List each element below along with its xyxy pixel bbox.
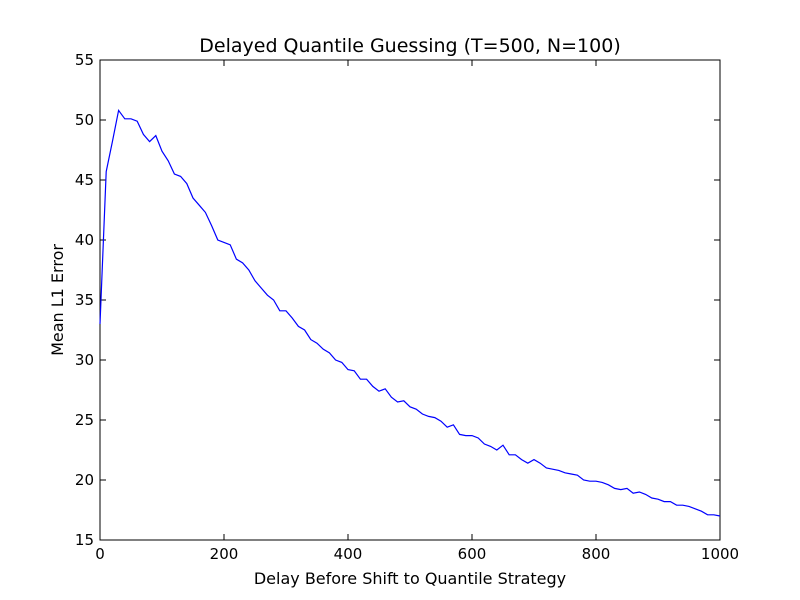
y-tick-label: 50 [75, 111, 94, 129]
plot-area: 0 200 400 600 800 1000 15 20 25 30 35 40 45 50 55 [75, 51, 739, 563]
y-tick-label: 15 [75, 531, 94, 549]
x-tick-label: 200 [210, 545, 239, 563]
y-tick-label: 45 [75, 171, 94, 189]
y-tick-label: 20 [75, 471, 94, 489]
series-line [99, 108, 721, 517]
chart-title: Delayed Quantile Guessing (T=500, N=100) [199, 35, 620, 57]
y-axis-title: Mean L1 Error [48, 244, 67, 356]
y-tick-label: 40 [75, 231, 94, 249]
y-tick-label: 25 [75, 411, 94, 429]
x-axis-title: Delay Before Shift to Quantile Strategy [254, 569, 566, 588]
x-tick-label: 600 [458, 545, 487, 563]
y-tick-label: 55 [75, 51, 94, 69]
x-axis: 0 200 400 600 800 1000 [95, 60, 739, 563]
x-tick-label: 800 [582, 545, 611, 563]
x-tick-label: 0 [95, 545, 105, 563]
y-tick-label: 35 [75, 291, 94, 309]
y-axis: 15 20 25 30 35 40 45 50 55 [75, 51, 720, 549]
x-tick-label: 1000 [701, 545, 739, 563]
y-tick-label: 30 [75, 351, 94, 369]
x-tick-label: 400 [334, 545, 363, 563]
